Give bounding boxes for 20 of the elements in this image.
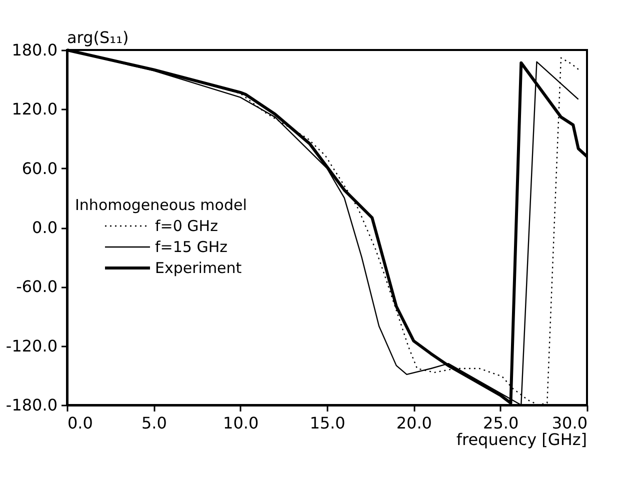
legend-label: f=15 GHz bbox=[155, 238, 228, 256]
y-tick-label: -120.0 bbox=[6, 336, 58, 356]
legend-label: f=0 GHz bbox=[155, 217, 218, 235]
y-tick-label: 0.0 bbox=[32, 218, 58, 237]
y-axis-title: arg(S₁₁) bbox=[67, 28, 129, 47]
x-tick-label: 25.0 bbox=[483, 414, 519, 432]
y-tick-label: 180.0 bbox=[12, 40, 58, 60]
y-tick-label: 60.0 bbox=[22, 158, 58, 178]
x-tick-label: 30.0 bbox=[552, 414, 588, 432]
x-tick-label: 20.0 bbox=[396, 414, 432, 432]
y-tick-label: -60.0 bbox=[16, 277, 58, 296]
legend-title: Inhomogeneous model bbox=[75, 196, 247, 214]
legend-label: Experiment bbox=[155, 259, 242, 277]
x-tick-label: 0.0 bbox=[68, 414, 93, 432]
x-tick-label: 5.0 bbox=[141, 414, 167, 432]
x-tick-label: 10.0 bbox=[223, 414, 259, 432]
x-axis-title: frequency [GHz] bbox=[456, 430, 587, 449]
x-tick-label: 15.0 bbox=[310, 414, 346, 432]
y-tick-label: -180.0 bbox=[6, 396, 58, 414]
y-tick-label: 120.0 bbox=[12, 100, 58, 119]
